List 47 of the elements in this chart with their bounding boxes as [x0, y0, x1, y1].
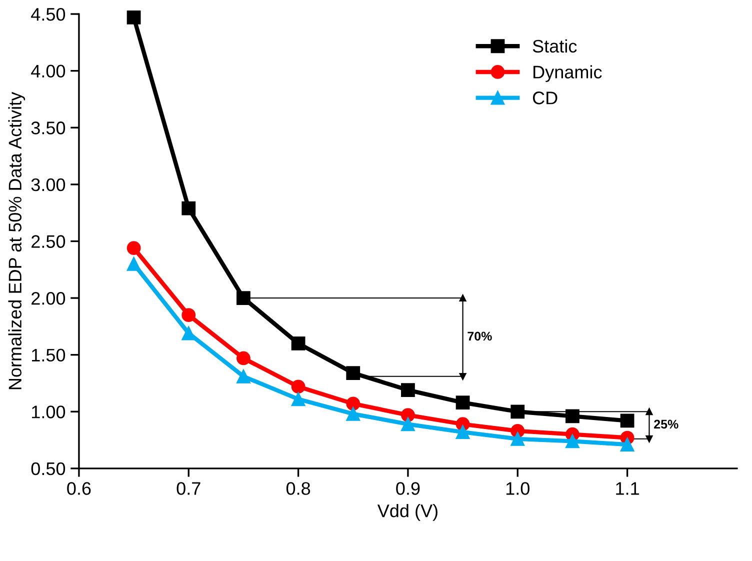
point [346, 406, 360, 421]
x-tick-label: 1.0 [506, 482, 530, 495]
x-tick-label: 0.9 [396, 482, 420, 495]
point [182, 326, 196, 340]
point [236, 291, 250, 305]
point [182, 201, 196, 216]
y-axis-title: Normalized EDP at 50% Data Activity [8, 92, 26, 390]
x-axis-title: Vdd (V) [377, 504, 438, 521]
x-tick-label: 0.6 [67, 482, 91, 495]
x-tick-label: 0.8 [286, 482, 310, 495]
point [401, 417, 415, 432]
annotation: 70% [468, 332, 492, 341]
y-tick-label: 1.50 [32, 348, 66, 362]
point [126, 241, 141, 255]
y-tick-label: 3.50 [31, 122, 66, 134]
point [291, 392, 306, 406]
point [346, 396, 360, 411]
point [401, 383, 415, 397]
point [620, 414, 634, 428]
point [291, 380, 306, 394]
y-tick-label: 0.50 [31, 462, 66, 476]
y-tick-label: 1.00 [32, 406, 66, 418]
point [126, 257, 141, 271]
legend-label: CD [532, 92, 558, 104]
y-tick-label: 2.00 [32, 292, 66, 305]
point [566, 409, 580, 424]
point [510, 432, 525, 446]
y-tick-label: 2.50 [32, 235, 66, 248]
point [182, 308, 196, 322]
x-tick-label: 1.1 [616, 482, 639, 495]
y-tick-label: 3.00 [31, 178, 66, 192]
legend-label: Static [532, 39, 577, 53]
legend-label: Dynamic [534, 65, 602, 82]
point [346, 366, 360, 380]
point [291, 336, 306, 350]
y-tick-label: 4.50 [31, 8, 66, 21]
point [126, 10, 141, 24]
annotation: 25% [654, 420, 678, 429]
point [510, 404, 525, 419]
point [620, 438, 634, 452]
point [236, 351, 250, 366]
y-tick-label: 4.00 [31, 64, 66, 78]
x-tick-label: 0.7 [176, 482, 200, 495]
point [456, 425, 470, 440]
point [566, 434, 580, 448]
point [236, 369, 250, 384]
point [456, 396, 470, 410]
